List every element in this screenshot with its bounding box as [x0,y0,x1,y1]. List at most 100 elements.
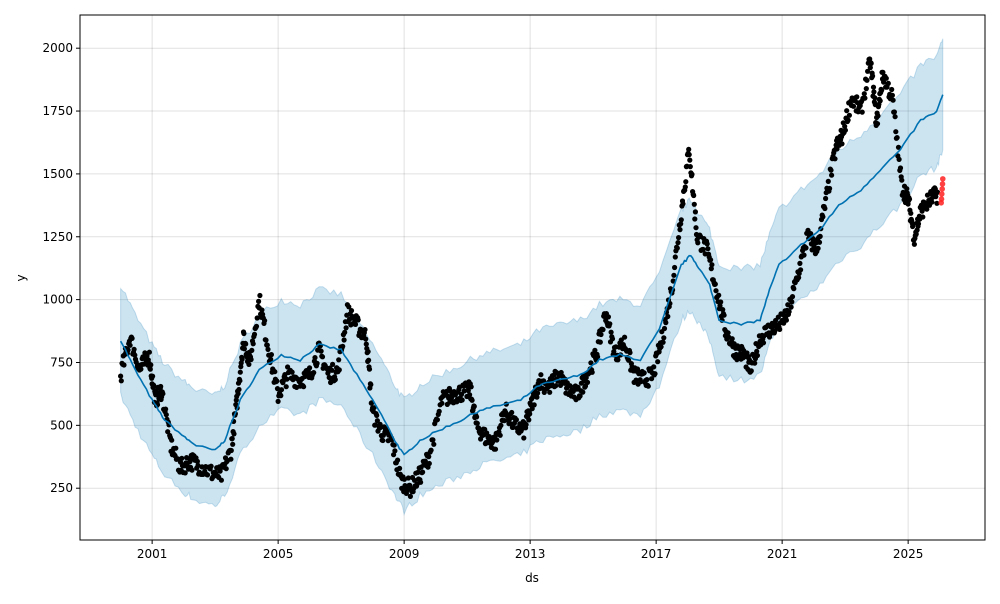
actual-point [336,367,342,373]
actual-point [138,366,144,372]
actual-point [231,431,237,437]
plot-frame [79,14,986,541]
test-points [938,176,946,206]
actual-point [318,348,324,354]
actual-point [863,86,869,92]
actual-point [729,336,735,342]
actual-point [264,342,270,348]
actual-point [877,98,883,104]
actual-point [671,272,677,278]
actual-point [236,386,242,393]
actual-point [760,340,767,346]
actual-point [644,377,650,383]
actual-point [883,75,889,81]
actual-point [880,69,886,75]
actual-point [692,209,699,215]
actual-point [713,288,719,294]
actual-point [633,377,639,383]
actual-point [708,257,714,263]
actual-point [829,172,835,178]
actual-point [352,321,359,327]
actual-point [513,417,520,423]
actual-point [395,457,401,463]
actual-point [371,405,377,411]
actual-point [263,337,269,343]
actual-point [374,412,380,418]
actual-point [169,437,175,443]
actual-point [861,91,867,97]
actual-point [879,87,885,93]
actual-point [380,437,386,444]
actual-point [459,397,465,403]
actual-point [693,225,699,231]
actual-point [584,379,591,385]
actual-point [652,371,658,377]
actual-point [374,418,380,424]
actual-point [363,336,369,342]
actual-point [820,214,826,220]
actual-point [509,409,515,416]
actual-point [507,416,513,422]
actual-point [687,164,693,170]
y-tick-label: 1750 [42,104,73,118]
actual-point [808,231,814,237]
actual-point [871,89,877,95]
test-point [940,176,946,182]
actual-point [580,389,586,395]
actual-point [239,356,245,362]
actual-point [118,373,124,379]
x-axis-label: ds [525,571,539,585]
actual-point [721,312,727,318]
actual-point [426,454,432,460]
actual-point [894,135,900,141]
actual-point [615,357,621,363]
actual-point [218,477,224,483]
actual-point [677,227,683,233]
y-tick-label: 500 [50,418,73,432]
actual-point [672,264,678,271]
actual-point [332,377,338,383]
actual-point [832,156,838,162]
actual-point [893,129,899,135]
actual-point [147,366,153,372]
actual-point [645,383,651,389]
actual-point [163,406,169,412]
actual-point [674,245,680,251]
actual-point [899,177,905,183]
actual-point [343,325,349,331]
actual-point [687,157,693,163]
actual-point [257,292,263,299]
actual-point [365,349,371,355]
actual-point [158,383,164,390]
actual-point [173,445,179,451]
actual-point [268,352,274,358]
actual-point [366,357,372,363]
actual-point [895,144,902,150]
actual-point [187,459,193,465]
actual-point [436,408,442,414]
actual-point [426,460,432,467]
actual-point [665,313,671,320]
actual-point [896,156,902,162]
actual-point [725,330,731,336]
actual-point [407,493,413,499]
actual-point [691,192,697,199]
actual-point [588,360,594,366]
actual-point [676,235,682,241]
actual-point [649,376,655,382]
actual-point [204,472,211,478]
actual-point [920,214,926,220]
actual-point [401,476,407,482]
actual-point [934,200,940,206]
actual-point [405,475,411,481]
actual-point [913,231,919,237]
actual-point [870,73,876,79]
actual-point [127,342,133,348]
actual-point [467,392,473,398]
actual-point [897,165,904,171]
actual-point [720,307,726,313]
actual-point [434,417,440,423]
actual-point [418,479,424,485]
actual-point [754,348,760,354]
actual-point [737,351,743,357]
